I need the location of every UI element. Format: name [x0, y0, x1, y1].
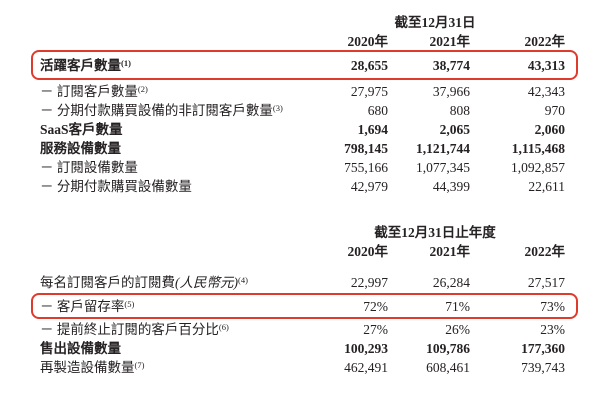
row-label: － 提前終止訂閱的客戶百分比(6) [40, 322, 229, 337]
year-column-header: 2021年 [429, 34, 471, 49]
value-cell: 680 [367, 103, 388, 118]
row-label: 售出設備數量 [40, 341, 121, 356]
value-cell: 73% [540, 299, 565, 314]
report-page: 截至12月31日 2020年 2021年 2022年 活躍客戶數量(1) 28,… [0, 13, 600, 377]
year-column-header: 2020年 [347, 34, 389, 49]
value-cell: 27% [363, 322, 388, 337]
value-cell: 808 [449, 103, 470, 118]
value-cell: 71% [445, 299, 470, 314]
table2-period-header-row: 截至12月31日止年度 [40, 223, 565, 242]
row-label-unit: (人民幣元) [175, 275, 238, 290]
table-row-remanufactured-devices: 再製造設備數量(7) 462,491 608,461 739,743 [40, 358, 565, 377]
table-row-devices-in-service: 服務設備數量 798,145 1,121,744 1,115,468 [40, 139, 565, 158]
value-cell: 177,360 [521, 341, 565, 356]
operating-metrics-table-1: 截至12月31日 2020年 2021年 2022年 活躍客戶數量(1) 28,… [0, 13, 600, 196]
table-row-early-termination-percentage: － 提前終止訂閱的客戶百分比(6) 27% 26% 23% [40, 320, 565, 339]
footnote-marker: (1) [121, 58, 131, 68]
value-cell: 26,284 [432, 275, 470, 290]
table-row-installment-nonsubscription-customers: － 分期付款購買設備的非訂閱客戶數量(3) 680 808 970 [40, 101, 565, 120]
value-cell: 28,655 [350, 58, 388, 73]
table-row-installment-purchased-devices: － 分期付款購買設備數量 42,979 44,399 22,611 [40, 177, 565, 196]
table-row-devices-sold: 售出設備數量 100,293 109,786 177,360 [40, 339, 565, 358]
value-cell: 37,966 [432, 84, 470, 99]
value-cell: 43,313 [527, 58, 565, 73]
row-label: 活躍客戶數量(1) [40, 58, 131, 73]
table-row-customer-retention-rate: － 客戶留存率(5) 72% 71% 73% [31, 293, 578, 319]
row-label: SaaS客戶數量 [40, 122, 123, 137]
year-column-header: 2020年 [347, 244, 389, 259]
footnote-marker: (5) [124, 299, 135, 309]
table1-period-header-row: 截至12月31日 [40, 13, 565, 32]
value-cell: 2,065 [439, 122, 470, 137]
value-cell: 1,115,468 [511, 141, 565, 156]
year-column-header: 2022年 [524, 244, 566, 259]
footnote-marker: (4) [238, 275, 248, 285]
value-cell: 38,774 [432, 58, 470, 73]
value-cell: 739,743 [521, 360, 565, 375]
value-cell: 22,611 [528, 179, 565, 194]
value-cell: 26% [445, 322, 470, 337]
value-cell: 22,997 [350, 275, 388, 290]
row-label: － 訂閱客戶數量(2) [40, 84, 148, 99]
operating-metrics-table-2: 截至12月31日止年度 2020年 2021年 2022年 每名訂閱客戶的訂閱費… [0, 223, 600, 377]
value-cell: 798,145 [344, 141, 388, 156]
value-cell: 755,166 [344, 160, 388, 175]
value-cell: 109,786 [426, 341, 470, 356]
value-cell: 1,092,857 [511, 160, 565, 175]
row-label: － 分期付款購買設備的非訂閱客戶數量(3) [40, 103, 283, 118]
value-cell: 23% [540, 322, 565, 337]
value-cell: 100,293 [344, 341, 388, 356]
row-label: － 訂閱設備數量 [40, 160, 138, 175]
table-row-subscription-customers: － 訂閱客戶數量(2) 27,975 37,966 42,343 [40, 82, 565, 101]
table2-year-header-row: 2020年 2021年 2022年 [40, 242, 566, 261]
value-cell: 1,077,345 [416, 160, 470, 175]
row-label: － 分期付款購買設備數量 [40, 179, 192, 194]
table-row-active-customers: 活躍客戶數量(1) 28,655 38,774 43,313 [31, 50, 578, 80]
value-cell: 608,461 [426, 360, 470, 375]
value-cell: 1,121,744 [416, 141, 470, 156]
value-cell: 42,343 [527, 84, 565, 99]
value-cell: 27,517 [527, 275, 565, 290]
row-label: 服務設備數量 [40, 141, 121, 156]
footnote-marker: (2) [137, 84, 148, 94]
value-cell: 462,491 [344, 360, 388, 375]
row-label: 再製造設備數量(7) [40, 360, 145, 375]
footnote-marker: (7) [134, 360, 145, 370]
table-row-saas-customers: SaaS客戶數量 1,694 2,065 2,060 [40, 120, 565, 139]
table-row-subscription-devices: － 訂閱設備數量 755,166 1,077,345 1,092,857 [40, 158, 565, 177]
value-cell: 1,694 [357, 122, 388, 137]
value-cell: 27,975 [350, 84, 388, 99]
value-cell: 44,399 [432, 179, 470, 194]
row-label: 每名訂閱客戶的訂閱費(人民幣元)(4) [40, 275, 248, 290]
value-cell: 72% [363, 299, 388, 314]
year-column-header: 2022年 [524, 34, 566, 49]
footnote-marker: (6) [218, 322, 229, 332]
table1-period-header: 截至12月31日 [394, 15, 476, 30]
value-cell: 970 [544, 103, 565, 118]
table1-year-header-row: 2020年 2021年 2022年 [40, 32, 566, 51]
table-row-subscription-fee-per-customer: 每名訂閱客戶的訂閱費(人民幣元)(4) 22,997 26,284 27,517 [40, 273, 565, 292]
value-cell: 42,979 [350, 179, 388, 194]
footnote-marker: (3) [272, 103, 283, 113]
table2-period-header: 截至12月31日止年度 [374, 225, 496, 240]
row-label: － 客戶留存率(5) [40, 299, 135, 314]
year-column-header: 2021年 [429, 244, 471, 259]
value-cell: 2,060 [534, 122, 565, 137]
